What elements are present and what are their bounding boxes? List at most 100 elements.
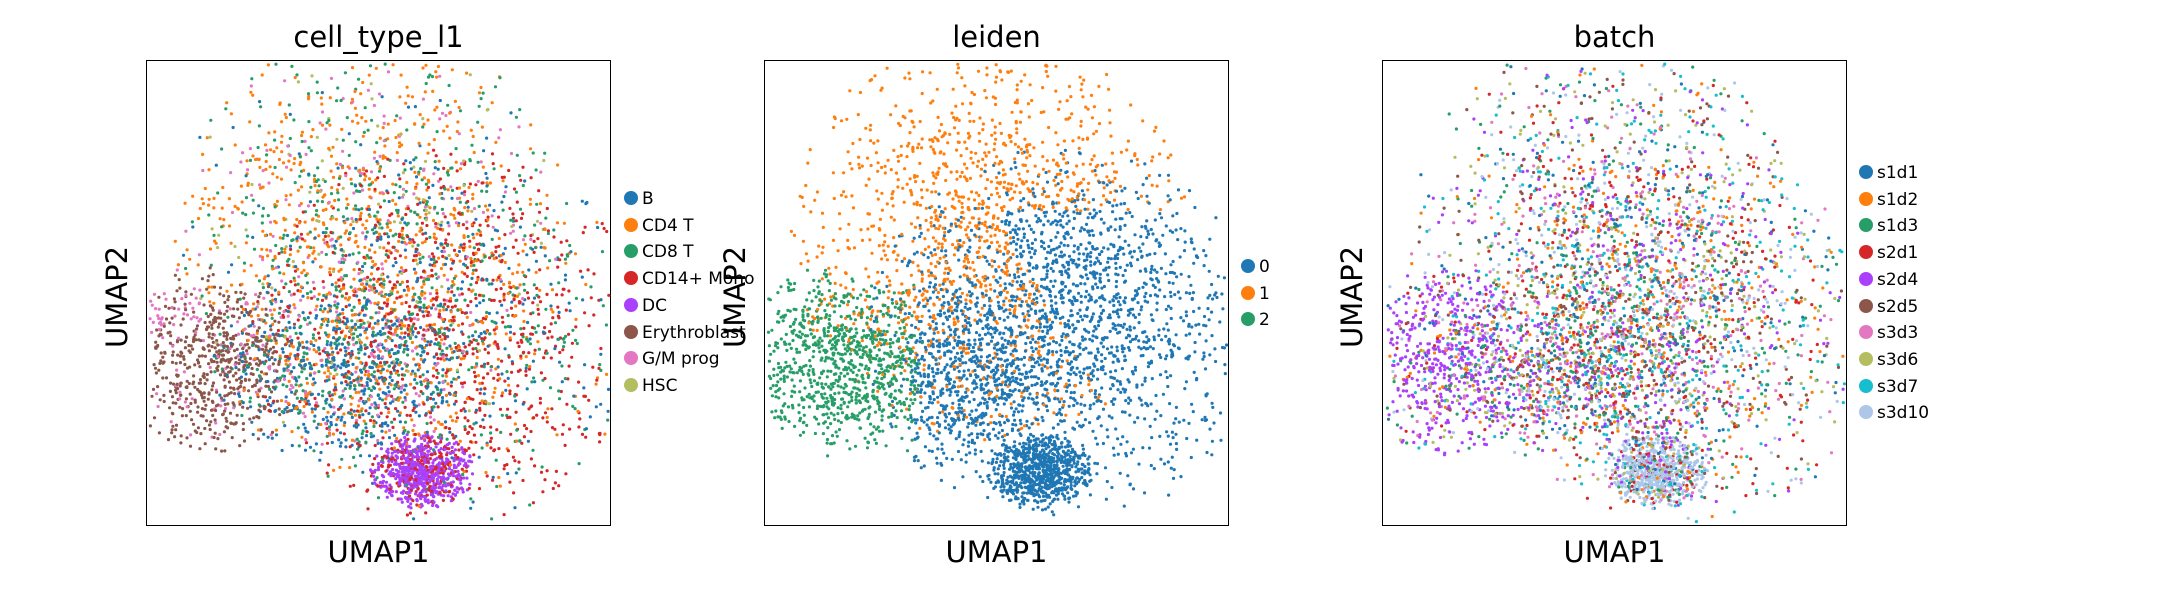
data-point	[418, 468, 422, 472]
data-point	[379, 291, 383, 295]
data-point	[433, 236, 437, 240]
data-point	[182, 312, 186, 316]
data-point	[212, 301, 216, 305]
data-point	[533, 352, 537, 356]
data-point	[497, 215, 501, 219]
data-point	[383, 422, 387, 426]
data-point	[395, 249, 400, 253]
data-point	[268, 282, 272, 286]
data-point	[425, 472, 429, 477]
data-point	[403, 248, 407, 252]
data-point	[436, 341, 441, 345]
data-point	[429, 435, 434, 440]
data-point	[206, 314, 210, 319]
data-point	[305, 352, 309, 356]
data-point	[212, 435, 216, 440]
data-point	[458, 348, 462, 352]
data-point	[306, 204, 311, 208]
data-point	[509, 306, 513, 310]
data-point	[236, 354, 240, 358]
data-point	[410, 418, 414, 422]
data-point	[306, 316, 310, 320]
data-point	[267, 131, 271, 135]
data-point	[527, 407, 531, 411]
data-point	[428, 415, 433, 419]
data-point	[398, 177, 402, 181]
data-point	[178, 354, 183, 358]
data-point	[339, 366, 343, 370]
data-point	[432, 448, 436, 452]
data-point	[359, 270, 363, 274]
data-point	[157, 327, 162, 332]
data-point	[424, 490, 428, 494]
data-point	[277, 290, 281, 294]
data-point	[415, 213, 419, 217]
data-point	[316, 178, 320, 182]
data-point	[557, 281, 561, 285]
data-point	[323, 371, 327, 375]
data-point	[301, 411, 306, 415]
data-point	[313, 327, 317, 331]
data-point	[222, 378, 226, 382]
data-point	[404, 473, 408, 477]
data-point	[416, 458, 420, 462]
data-point	[604, 323, 608, 327]
data-point	[452, 442, 456, 446]
data-point	[278, 271, 282, 275]
data-point	[393, 450, 397, 454]
data-point	[545, 193, 549, 197]
data-point	[443, 337, 447, 341]
data-point	[422, 333, 426, 337]
data-point	[320, 159, 324, 163]
data-point	[481, 91, 485, 95]
data-point	[191, 225, 195, 229]
data-point	[271, 351, 275, 355]
data-point	[308, 311, 312, 315]
data-point	[262, 432, 266, 436]
data-point	[485, 189, 489, 194]
data-point	[221, 341, 225, 345]
data-point	[398, 116, 402, 120]
data-point	[490, 214, 494, 218]
data-point	[449, 323, 453, 327]
data-point	[400, 455, 404, 459]
data-point	[301, 355, 306, 359]
data-point	[436, 371, 440, 375]
data-point	[448, 489, 452, 494]
data-point	[325, 121, 329, 125]
data-point	[171, 344, 175, 348]
data-point	[400, 450, 404, 454]
data-point	[475, 355, 479, 360]
data-point	[188, 257, 192, 261]
data-point	[171, 353, 175, 357]
data-point	[402, 442, 406, 446]
data-point	[508, 415, 512, 419]
data-point	[352, 424, 356, 428]
data-point	[236, 298, 240, 302]
data-point	[350, 182, 354, 186]
data-point	[163, 304, 168, 308]
data-point	[468, 73, 472, 77]
data-point	[566, 377, 570, 381]
data-point	[359, 143, 363, 147]
data-point	[413, 105, 417, 109]
data-point	[224, 416, 228, 420]
data-point	[386, 235, 391, 239]
data-point	[352, 455, 356, 459]
data-point	[470, 365, 474, 370]
data-point	[450, 469, 454, 473]
data-point	[325, 226, 329, 231]
data-point	[567, 289, 571, 293]
data-point	[243, 378, 248, 382]
data-point	[606, 387, 611, 391]
data-point	[352, 305, 356, 309]
data-point	[442, 273, 446, 277]
data-point	[416, 243, 420, 247]
data-point	[332, 405, 336, 409]
data-point	[493, 340, 497, 344]
data-point	[260, 247, 264, 251]
data-point	[332, 294, 336, 298]
data-point	[372, 370, 376, 374]
data-point	[475, 362, 479, 366]
data-point	[476, 342, 480, 346]
